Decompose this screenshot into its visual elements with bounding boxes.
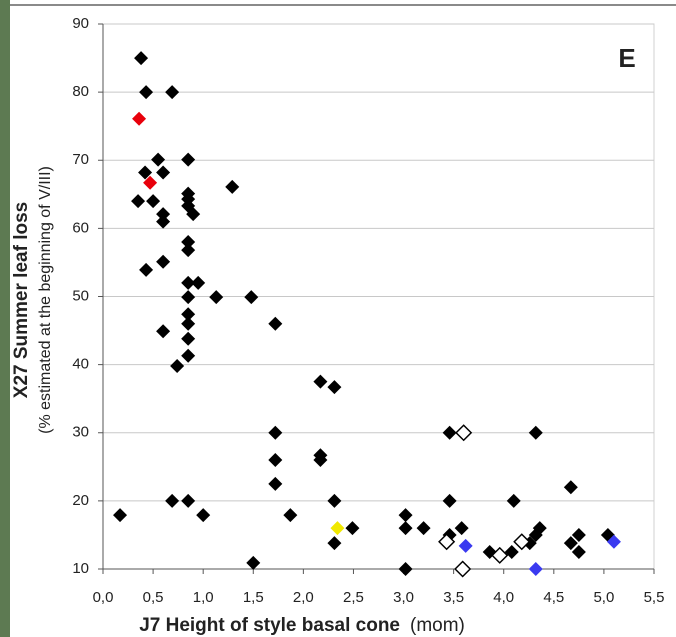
point bbox=[181, 348, 196, 363]
point bbox=[268, 316, 283, 331]
y-subtitle: (% estimated at the beginning of V/III) bbox=[37, 166, 54, 434]
x-tick-label: 0,5 bbox=[143, 589, 164, 606]
point bbox=[181, 243, 196, 258]
point bbox=[571, 527, 586, 542]
point bbox=[563, 480, 578, 495]
point bbox=[455, 424, 473, 442]
point bbox=[606, 534, 621, 549]
point bbox=[454, 521, 469, 536]
x-tick-label: 4,0 bbox=[493, 589, 514, 606]
point bbox=[181, 235, 196, 249]
point bbox=[416, 521, 431, 536]
point bbox=[506, 493, 521, 508]
point bbox=[181, 275, 196, 290]
x-tick-label: 2,5 bbox=[343, 589, 364, 606]
y-tick-label: 40 bbox=[72, 356, 89, 373]
point bbox=[345, 521, 360, 536]
point bbox=[438, 533, 456, 551]
y-tick-label: 70 bbox=[72, 151, 89, 168]
point bbox=[571, 544, 586, 559]
y-tick-label: 60 bbox=[72, 219, 89, 236]
point bbox=[398, 521, 413, 536]
point bbox=[131, 194, 146, 209]
point bbox=[246, 555, 261, 570]
point bbox=[268, 453, 283, 467]
point bbox=[513, 533, 531, 551]
point bbox=[528, 425, 543, 440]
point bbox=[398, 562, 413, 576]
y-tick-label: 20 bbox=[72, 492, 89, 509]
point bbox=[225, 179, 240, 194]
x-unit: (mom) bbox=[410, 615, 465, 636]
point bbox=[156, 214, 171, 229]
point bbox=[181, 331, 196, 346]
photo-strip bbox=[0, 0, 10, 637]
y-tick-label: 80 bbox=[72, 83, 89, 100]
x-tick-label: 2,0 bbox=[293, 589, 314, 606]
point bbox=[143, 175, 158, 190]
x-tick-label: 4,5 bbox=[543, 589, 564, 606]
point bbox=[491, 546, 509, 564]
point bbox=[134, 51, 149, 66]
point bbox=[181, 152, 196, 167]
point bbox=[327, 380, 342, 395]
x-title: J7 Height of style basal cone bbox=[139, 615, 400, 636]
x-tick-label: 3,5 bbox=[443, 589, 464, 606]
point bbox=[327, 493, 342, 508]
point bbox=[528, 562, 543, 576]
point bbox=[186, 207, 201, 222]
y-tick-label: 30 bbox=[72, 424, 89, 441]
panel-label: E bbox=[618, 43, 635, 73]
point bbox=[156, 207, 171, 222]
x-tick-label: 5,0 bbox=[593, 589, 614, 606]
point bbox=[191, 275, 206, 290]
point bbox=[156, 254, 171, 269]
point bbox=[313, 453, 328, 467]
point bbox=[132, 111, 147, 126]
point bbox=[442, 425, 457, 440]
point bbox=[563, 536, 578, 551]
y-tick-label: 90 bbox=[72, 15, 89, 32]
point bbox=[181, 493, 196, 508]
point bbox=[268, 425, 283, 440]
x-tick-label: 1,5 bbox=[243, 589, 264, 606]
point bbox=[196, 508, 211, 523]
point bbox=[170, 358, 185, 373]
point bbox=[313, 374, 328, 389]
x-tick-label: 5,5 bbox=[644, 589, 665, 606]
point bbox=[181, 307, 196, 322]
x-tick-label: 1,0 bbox=[193, 589, 214, 606]
point bbox=[283, 508, 298, 523]
point bbox=[156, 324, 171, 339]
point bbox=[327, 536, 342, 551]
point bbox=[139, 85, 154, 100]
point bbox=[454, 560, 472, 578]
point bbox=[146, 194, 161, 209]
point bbox=[139, 262, 154, 277]
point bbox=[113, 508, 128, 523]
point bbox=[268, 476, 283, 491]
x-tick-label: 3,0 bbox=[393, 589, 414, 606]
y-title: X27 Summer leaf loss bbox=[11, 202, 32, 398]
point bbox=[151, 152, 166, 167]
point bbox=[330, 521, 345, 536]
y-tick-label: 50 bbox=[72, 287, 89, 304]
point bbox=[165, 85, 180, 100]
point bbox=[244, 290, 259, 305]
point bbox=[398, 508, 413, 523]
point bbox=[532, 521, 547, 536]
point bbox=[181, 290, 196, 305]
point bbox=[504, 544, 519, 559]
point bbox=[458, 538, 473, 553]
point bbox=[181, 316, 196, 331]
point bbox=[209, 290, 224, 305]
x-tick-label: 0,0 bbox=[93, 589, 114, 606]
point bbox=[165, 493, 180, 508]
point bbox=[138, 165, 153, 180]
point bbox=[442, 493, 457, 508]
point bbox=[156, 165, 171, 180]
y-tick-label: 10 bbox=[72, 560, 89, 577]
